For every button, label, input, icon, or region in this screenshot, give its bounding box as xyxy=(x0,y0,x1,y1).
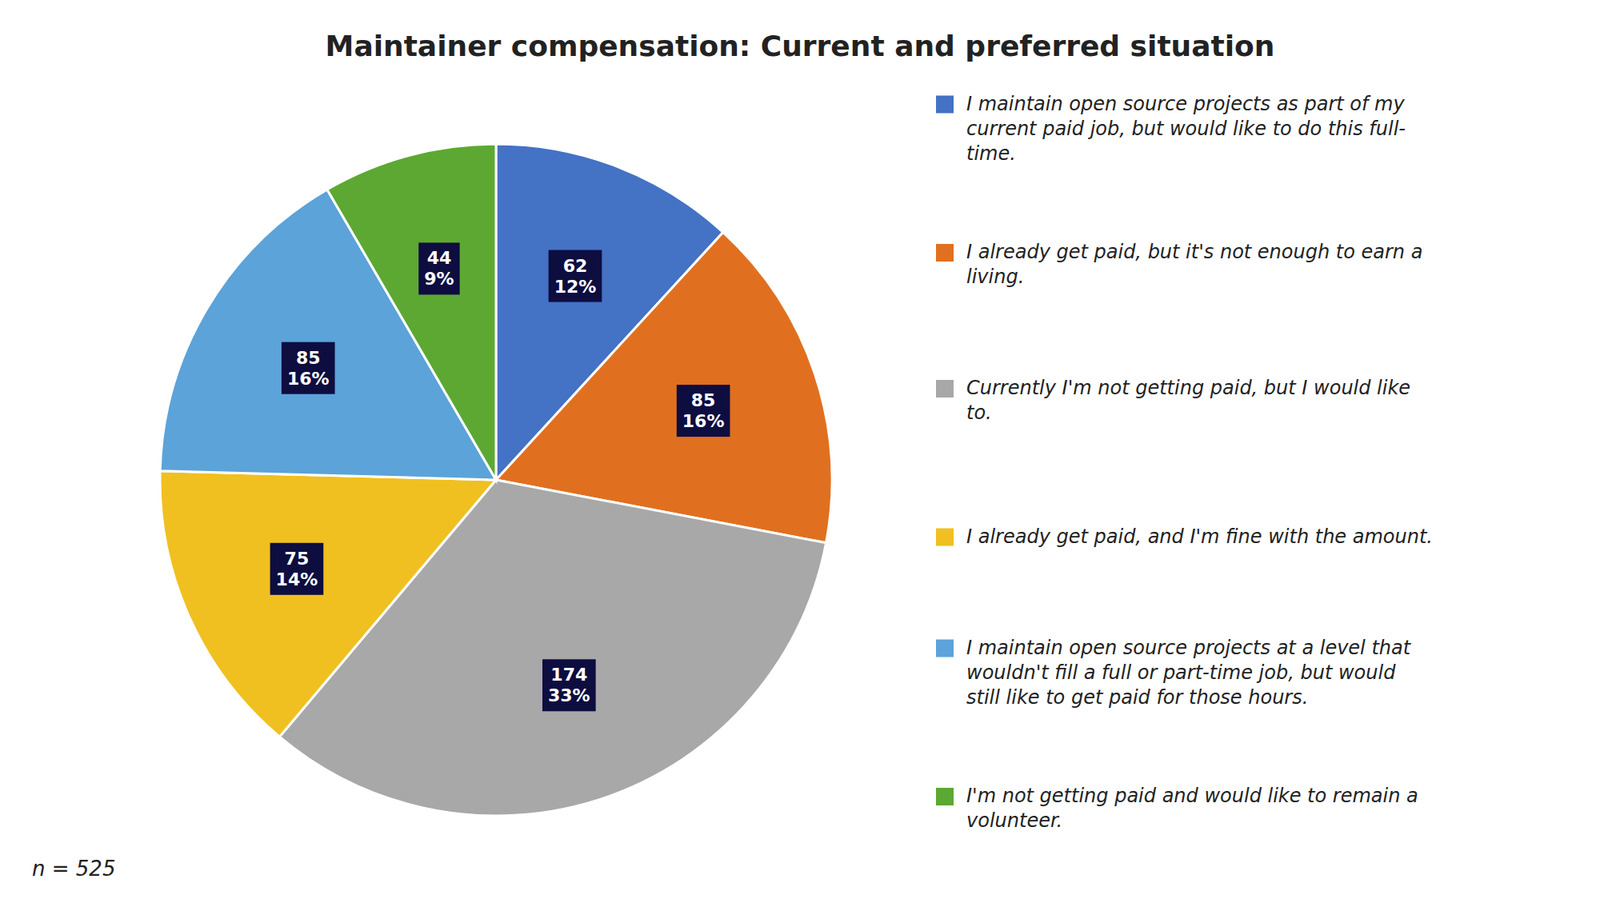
legend-label-line: time. xyxy=(966,142,1016,165)
label-box xyxy=(281,342,336,395)
label-box xyxy=(676,384,731,437)
slices xyxy=(160,144,832,816)
legend-swatch xyxy=(936,640,954,658)
label-box xyxy=(270,543,324,596)
percentage-label: 14% xyxy=(276,569,319,590)
legend-label-line: living. xyxy=(966,265,1024,288)
legend-label-line: Currently I'm not getting paid, but I wo… xyxy=(966,376,1411,400)
legend-label-line: I already get paid, and I'm fine with th… xyxy=(966,525,1433,548)
value-label: 62 xyxy=(563,256,588,276)
data-labels: 6212%8516%17433%7514%8516%449% xyxy=(270,242,731,712)
legend-label: I maintain open source projects as part … xyxy=(966,92,1406,165)
value-label: 174 xyxy=(550,664,588,685)
legend: I maintain open source projects as part … xyxy=(936,92,1433,833)
legend-label-line: I'm not getting paid and would like to r… xyxy=(966,784,1419,808)
legend-swatch xyxy=(936,244,954,262)
slice-label: 7514% xyxy=(270,543,324,596)
percentage-label: 16% xyxy=(682,411,725,432)
slice-label: 8516% xyxy=(281,342,336,395)
chart: Maintainer compensation: Current and pre… xyxy=(0,0,1600,899)
legend-label-line: I maintain open source projects at a lev… xyxy=(966,636,1412,660)
legend-label: I already get paid, and I'm fine with th… xyxy=(966,525,1433,548)
legend-label: I already get paid, but it's not enough … xyxy=(966,240,1423,288)
value-label: 44 xyxy=(427,248,452,268)
annotation: n = 525 xyxy=(32,856,116,881)
percentage-label: 33% xyxy=(548,685,591,706)
value-label: 85 xyxy=(691,390,716,411)
label-box xyxy=(548,250,603,303)
legend-label-line: I already get paid, but it's not enough … xyxy=(966,240,1423,264)
label-box xyxy=(418,242,460,295)
legend-swatch xyxy=(936,96,954,114)
value-label: 75 xyxy=(284,548,310,569)
slice-label: 8516% xyxy=(676,384,731,437)
legend-swatch xyxy=(936,528,954,547)
legend-label-line: wouldn't fill a full or part-time job, b… xyxy=(966,661,1396,684)
label-box xyxy=(542,659,596,712)
slice-label: 17433% xyxy=(542,659,596,712)
slice-label: 449% xyxy=(418,242,460,295)
pie-slice xyxy=(160,471,496,738)
legend-label-line: still like to get paid for those hours. xyxy=(966,686,1308,709)
legend-label-line: to. xyxy=(966,401,992,424)
value-label: 85 xyxy=(296,348,321,368)
legend-label: I'm not getting paid and would like to r… xyxy=(966,784,1419,832)
legend-label-line: current paid job, but would like to do t… xyxy=(966,117,1406,140)
percentage-label: 9% xyxy=(424,268,454,289)
percentage-label: 12% xyxy=(554,276,597,297)
legend-label: Currently I'm not getting paid, but I wo… xyxy=(966,376,1411,424)
slice-label: 6212% xyxy=(548,250,603,303)
chart-title: Maintainer compensation: Current and pre… xyxy=(325,29,1276,63)
legend-label-line: I maintain open source projects as part … xyxy=(966,92,1405,116)
legend-label-line: volunteer. xyxy=(966,809,1063,832)
legend-swatch xyxy=(936,380,954,398)
legend-swatch xyxy=(936,788,954,806)
legend-label: I maintain open source projects at a lev… xyxy=(966,636,1412,709)
pie-slice xyxy=(327,144,496,480)
percentage-label: 16% xyxy=(287,368,330,389)
